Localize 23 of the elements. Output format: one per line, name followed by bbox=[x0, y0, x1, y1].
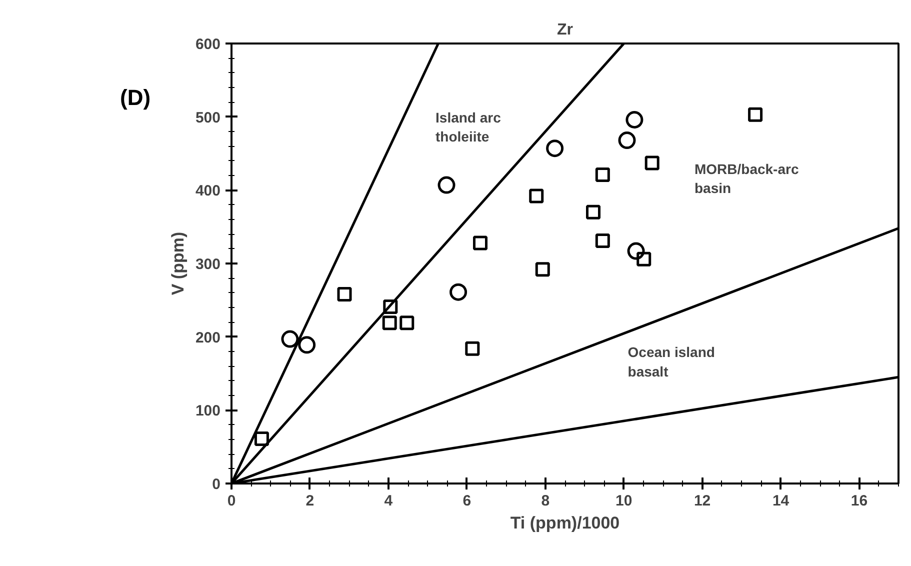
x-tick-label: 0 bbox=[227, 492, 236, 510]
x-tick-label: 16 bbox=[850, 492, 868, 510]
y-tick-label: 300 bbox=[195, 256, 221, 273]
x-tick-label: 2 bbox=[306, 492, 314, 510]
annotation: Island arc tholeiite bbox=[436, 110, 502, 145]
y-axis-title: V (ppm) bbox=[168, 232, 188, 296]
text: (D) bbox=[119, 84, 151, 112]
x-tick-label: 6 bbox=[462, 492, 472, 510]
y-tick-label: 600 bbox=[195, 36, 221, 53]
y-tick-label: 400 bbox=[195, 182, 221, 200]
x-tick-label: 4 bbox=[384, 492, 394, 510]
x-tick-label: 8 bbox=[541, 492, 550, 510]
x-axis-title: Ti (ppm)/1000 bbox=[510, 514, 620, 532]
annotation: Ocean island basalt bbox=[628, 344, 715, 380]
x-tick-label: 10 bbox=[616, 492, 632, 510]
y-tick-label: 500 bbox=[195, 109, 221, 126]
annotation: MORB/back-arc basin bbox=[694, 160, 799, 196]
chart-title: Zr bbox=[557, 22, 573, 38]
y-tick-label: 0 bbox=[212, 476, 220, 493]
y-tick-label: 100 bbox=[195, 402, 221, 420]
x-tick-label: 12 bbox=[694, 492, 711, 510]
x-tick-label: 14 bbox=[772, 492, 790, 510]
y-tick-label: 200 bbox=[195, 329, 221, 346]
